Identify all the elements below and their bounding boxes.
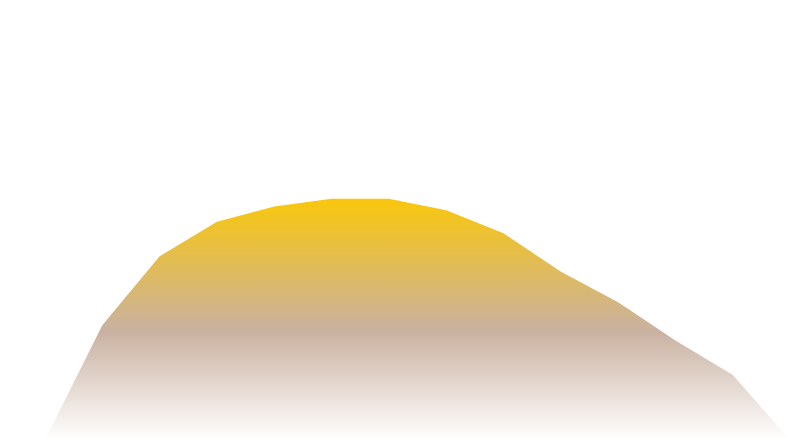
area-series <box>45 198 790 440</box>
